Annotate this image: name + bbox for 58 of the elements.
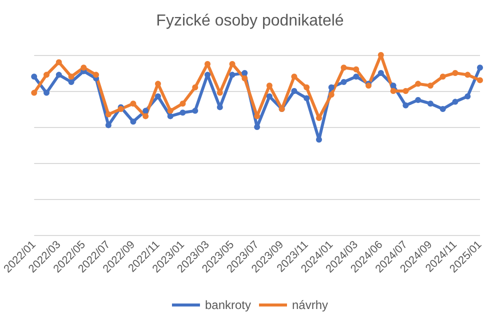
point <box>340 79 347 85</box>
point <box>427 100 434 107</box>
point <box>242 75 248 82</box>
point <box>464 93 471 100</box>
point <box>167 113 174 120</box>
point <box>229 72 236 78</box>
point <box>192 84 198 90</box>
point <box>180 110 186 116</box>
legend-label: návrhy <box>292 298 328 312</box>
point <box>31 90 38 96</box>
point <box>390 88 396 94</box>
point <box>31 74 38 80</box>
point <box>68 79 74 85</box>
point <box>402 88 409 94</box>
point <box>93 72 100 78</box>
point <box>464 72 471 78</box>
point <box>56 59 62 66</box>
point <box>328 84 334 90</box>
point <box>440 74 446 80</box>
point <box>142 108 149 114</box>
point <box>427 82 434 89</box>
point <box>154 93 161 100</box>
chart-title: Fyzické osoby podnikatelé <box>156 12 344 30</box>
point <box>254 124 260 130</box>
point <box>68 74 74 80</box>
point <box>192 108 198 114</box>
point <box>452 70 458 76</box>
point <box>353 66 360 72</box>
point <box>229 61 236 67</box>
point <box>477 64 483 71</box>
point <box>415 97 422 103</box>
point <box>452 98 458 105</box>
point <box>304 95 310 102</box>
point <box>56 72 62 78</box>
point <box>304 84 310 90</box>
point <box>130 100 136 107</box>
point <box>415 80 422 87</box>
point <box>105 111 112 118</box>
point <box>328 92 334 98</box>
point <box>180 100 186 107</box>
point <box>378 70 384 76</box>
point <box>80 64 87 71</box>
point <box>167 108 174 114</box>
point <box>130 118 136 125</box>
point <box>353 74 360 80</box>
point <box>291 74 298 80</box>
point <box>142 113 149 120</box>
point <box>291 88 298 94</box>
legend-label: bankroty <box>204 298 252 312</box>
point <box>242 70 248 76</box>
point <box>340 64 347 71</box>
point <box>477 77 483 84</box>
point <box>266 93 272 100</box>
point <box>44 72 50 78</box>
point <box>440 106 446 112</box>
point <box>402 102 409 108</box>
point <box>390 82 396 89</box>
point <box>44 90 50 96</box>
